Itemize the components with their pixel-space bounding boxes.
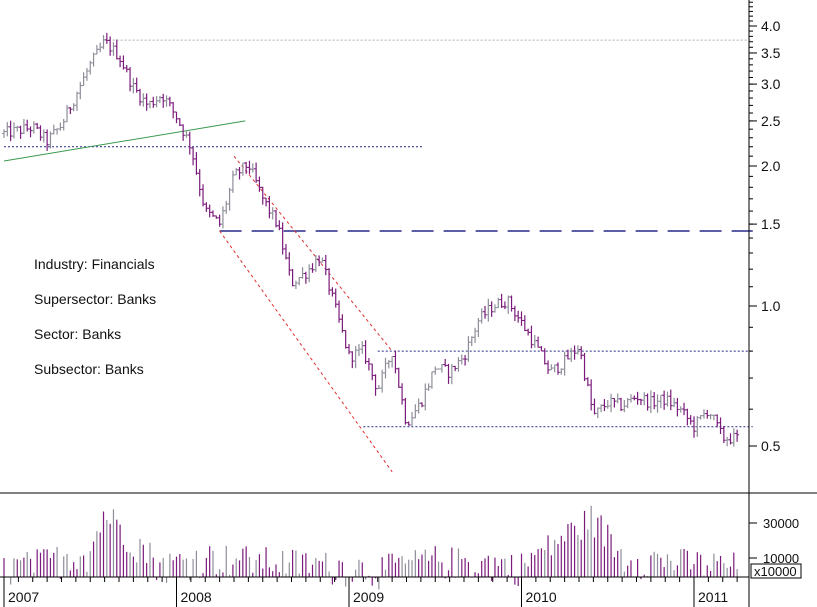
- trend-line-1: [3, 120, 246, 162]
- price-tick-label: 0.5: [761, 438, 781, 454]
- volume-unit-label: x10000: [754, 564, 797, 579]
- volume-tick-label: 30000: [763, 516, 799, 531]
- trend-line-2: [233, 155, 393, 352]
- year-tick-label: 2007: [8, 589, 39, 605]
- volume-tick-label: 10000: [763, 551, 799, 566]
- price-tick-label: 2.0: [761, 158, 781, 174]
- supersector-label: Supersector: Banks: [34, 291, 157, 307]
- price-tick-label: 2.5: [761, 113, 781, 129]
- price-tick-label: 4.0: [761, 18, 781, 34]
- trend-line-3: [219, 230, 393, 473]
- price-tick-label: 3.5: [761, 45, 781, 61]
- year-tick-label: 2010: [526, 589, 557, 605]
- sector-label: Sector: Banks: [34, 326, 122, 342]
- industry-label: Industry: Financials: [34, 256, 155, 272]
- price-panel: [2, 32, 753, 473]
- volume-unit-box: [750, 563, 802, 579]
- price-tick-label: 1.0: [761, 298, 781, 314]
- subsector-label: Subsector: Banks: [34, 361, 144, 377]
- volume-panel: [3, 505, 738, 590]
- year-tick-label: 2008: [181, 589, 212, 605]
- year-tick-label: 2011: [698, 589, 728, 605]
- price-tick-label: 3.0: [761, 76, 781, 92]
- price-tick-label: 1.5: [761, 216, 781, 232]
- year-tick-label: 2009: [353, 589, 384, 605]
